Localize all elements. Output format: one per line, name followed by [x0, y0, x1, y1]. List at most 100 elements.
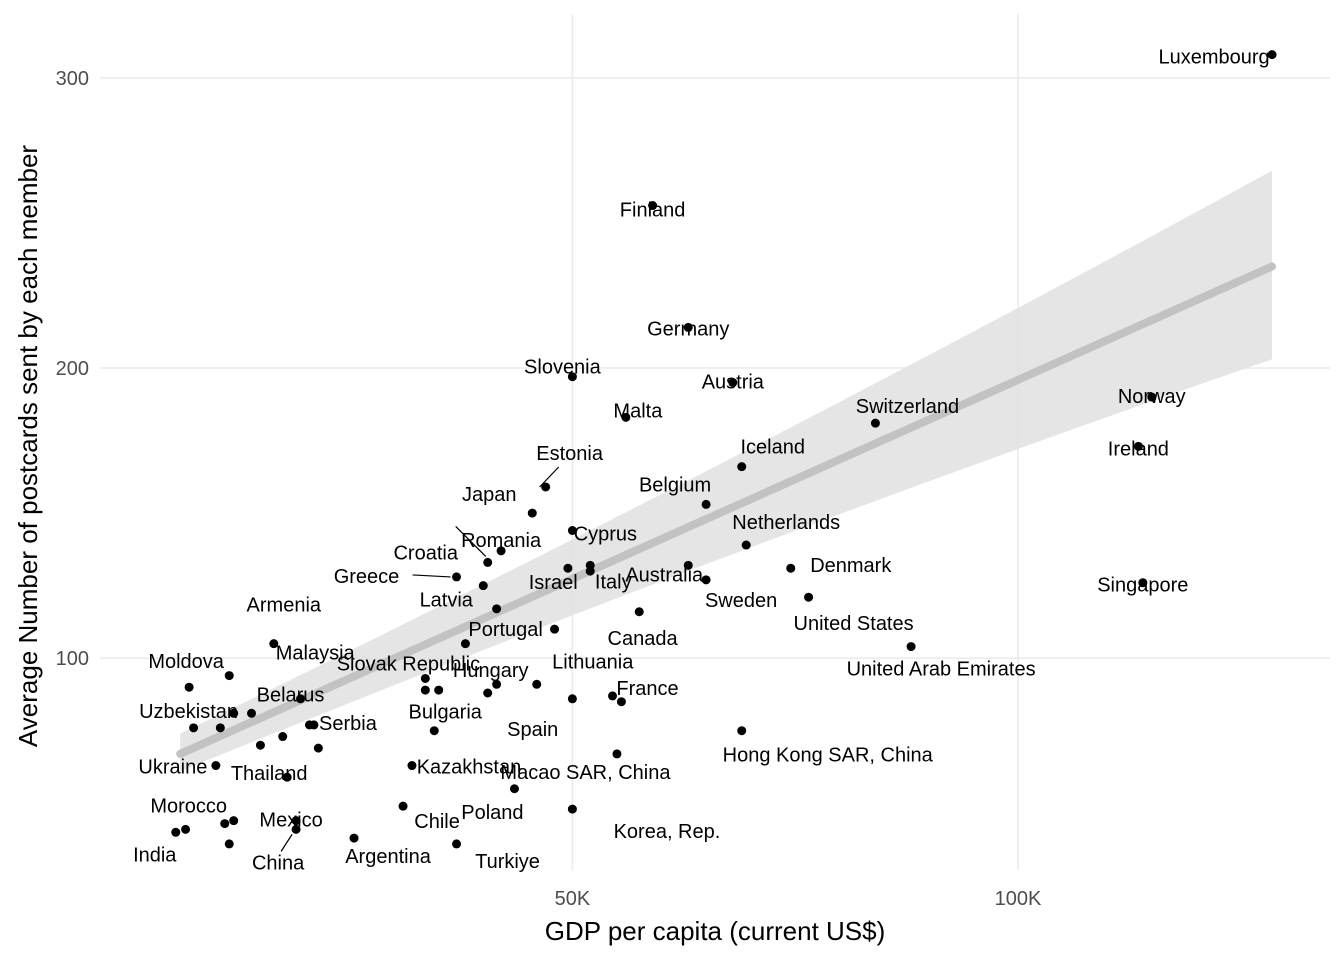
data-point: [420, 685, 430, 695]
data-point: [1133, 441, 1143, 451]
point-label: Malta: [613, 400, 663, 422]
point-label: China: [252, 852, 305, 874]
data-point: [215, 723, 225, 733]
data-point: [701, 499, 711, 509]
data-point: [683, 322, 693, 332]
y-tick-label: 300: [56, 68, 89, 90]
point-label: Thailand: [231, 763, 308, 785]
point-label: Belarus: [257, 684, 325, 706]
data-point: [255, 740, 265, 750]
point-label: Hungary: [453, 660, 529, 682]
point-label: Ireland: [1108, 438, 1169, 460]
point-label: Turkiye: [475, 851, 540, 873]
data-point: [434, 685, 444, 695]
tick-labels: 50K 100K 100 200 300: [56, 68, 1042, 910]
data-point: [478, 581, 488, 591]
x-axis-title: GDP per capita (current US$): [545, 916, 886, 946]
point-label: Uzbekistan: [139, 701, 238, 723]
data-point: [563, 563, 573, 573]
point-label: Singapore: [1097, 575, 1188, 597]
data-point: [567, 804, 577, 814]
data-point: [460, 639, 470, 649]
data-point: [616, 697, 626, 707]
data-point: [349, 833, 359, 843]
point-label: Latvia: [420, 590, 474, 612]
confidence-band-area: [180, 170, 1273, 772]
data-point: [683, 560, 693, 570]
point-label: Hong Kong SAR, China: [723, 745, 934, 767]
data-point: [492, 679, 502, 689]
trend-line: [176, 262, 1277, 758]
data-point: [1147, 392, 1157, 402]
point-labels: Luxembourg Finland Germany Slovenia Austria M…: [133, 47, 1270, 875]
data-point: [211, 761, 221, 771]
data-point: [541, 482, 551, 492]
point-label: Slovenia: [524, 357, 602, 379]
data-point: [701, 575, 711, 585]
point-label: Mexico: [259, 810, 322, 832]
point-label: Norway: [1118, 386, 1186, 408]
data-point: [247, 708, 257, 718]
point-label: Switzerland: [856, 396, 959, 418]
point-label: Portugal: [468, 619, 543, 641]
y-tick-label: 100: [56, 648, 89, 670]
data-point: [220, 819, 230, 829]
point-label: Israel: [529, 572, 578, 594]
data-point: [483, 557, 493, 567]
data-point: [741, 540, 751, 550]
data-point: [407, 761, 417, 771]
point-label: Korea, Rep.: [614, 821, 721, 843]
point-label: Iceland: [740, 437, 805, 459]
y-axis-title: Average Number of postcards sent by each…: [13, 145, 43, 747]
data-point: [567, 372, 577, 382]
data-point: [634, 607, 644, 617]
point-label: Australia: [625, 564, 704, 586]
point-label: Moldova: [148, 651, 224, 673]
point-label: Greece: [334, 566, 400, 588]
point-label: Morocco: [150, 796, 227, 818]
data-point: [184, 682, 194, 692]
data-point: [398, 801, 408, 811]
point-label: Armenia: [247, 595, 322, 617]
data-point: [229, 816, 239, 826]
point-label: Serbia: [319, 713, 378, 735]
point-label: Denmark: [810, 555, 892, 577]
data-point: [621, 412, 631, 422]
data-point: [429, 726, 439, 736]
point-label: Italy: [595, 572, 632, 594]
data-point: [728, 378, 738, 388]
point-label: Romania: [461, 530, 542, 552]
data-point: [224, 671, 234, 681]
data-point: [550, 624, 560, 634]
data-point: [291, 824, 301, 834]
data-point: [296, 694, 306, 704]
regression-line: [176, 262, 1277, 758]
data-point: [224, 839, 234, 849]
y-tick-label: 200: [56, 358, 89, 380]
point-label: Malaysia: [276, 643, 356, 665]
data-point: [648, 201, 658, 211]
point-label: Austria: [702, 372, 765, 394]
data-point: [612, 749, 622, 759]
point-label: Kazakhstan: [417, 757, 522, 779]
data-point: [870, 418, 880, 428]
point-label: Finland: [620, 200, 686, 222]
data-point: [189, 723, 199, 733]
data-point: [483, 688, 493, 698]
data-points: [171, 50, 1277, 849]
x-tick-label: 100K: [995, 888, 1042, 910]
point-label: Cyprus: [574, 524, 637, 546]
data-point: [229, 708, 239, 718]
data-point: [291, 816, 301, 826]
point-label: Canada: [608, 628, 679, 650]
data-point: [804, 592, 814, 602]
data-point: [737, 462, 747, 472]
point-label: India: [133, 844, 177, 866]
data-point: [906, 642, 916, 652]
data-point: [269, 639, 279, 649]
data-point: [452, 572, 462, 582]
data-point: [527, 508, 537, 518]
data-point: [608, 691, 617, 701]
point-label: Argentina: [345, 846, 431, 868]
